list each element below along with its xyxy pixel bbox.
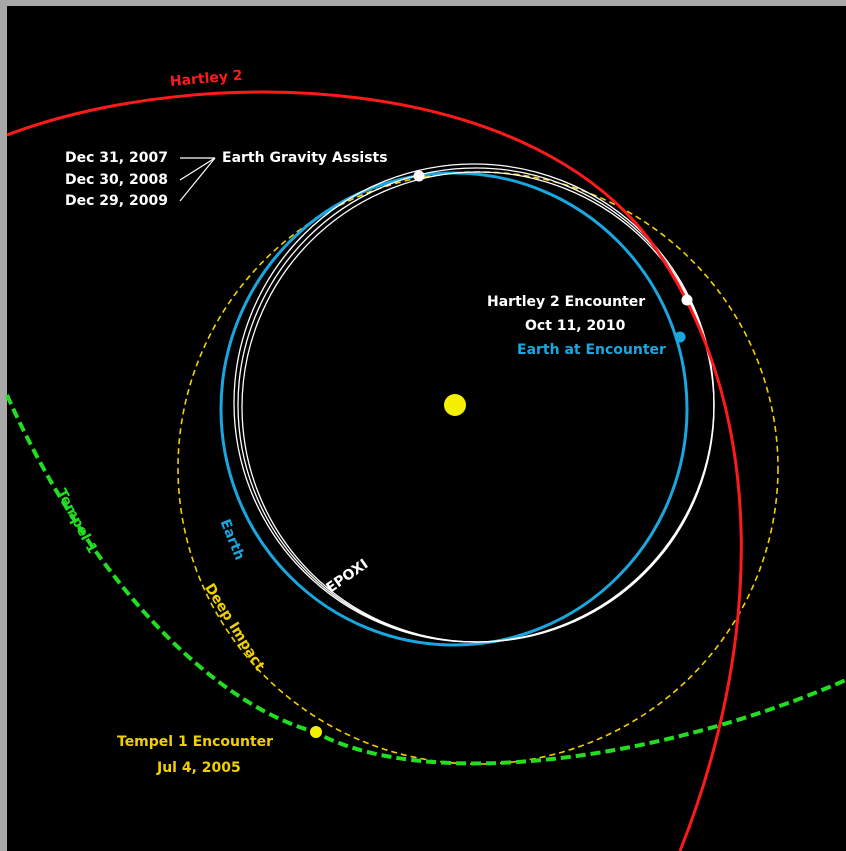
earth-encounter-point: [674, 331, 686, 343]
assist-date: Dec 29, 2009: [65, 193, 168, 209]
assist-date: Dec 30, 2008: [65, 172, 168, 188]
hartley-label: Hartley 2: [169, 68, 243, 90]
assist-label: Earth Gravity Assists: [222, 150, 388, 166]
gravity-assist-point: [413, 170, 425, 182]
leader-lines: [179, 157, 216, 202]
hartley-encounter-label: Hartley 2 Encounter: [487, 294, 645, 310]
tempel-encounter-point: [310, 726, 322, 738]
assist-date: Dec 31, 2007: [65, 150, 168, 166]
sun: [444, 394, 466, 416]
earth-encounter-label: Earth at Encounter: [517, 342, 666, 358]
hartley-encounter-date: Oct 11, 2010: [525, 318, 626, 334]
epoxi-orbit: [233, 163, 715, 643]
hartley-encounter-point: [681, 294, 693, 306]
background: [7, 6, 846, 851]
hartley-orbit: [6, 90, 743, 851]
tempel-encounter-label: Tempel 1 Encounter: [117, 734, 273, 750]
tempel-encounter-date: Jul 4, 2005: [156, 760, 241, 776]
